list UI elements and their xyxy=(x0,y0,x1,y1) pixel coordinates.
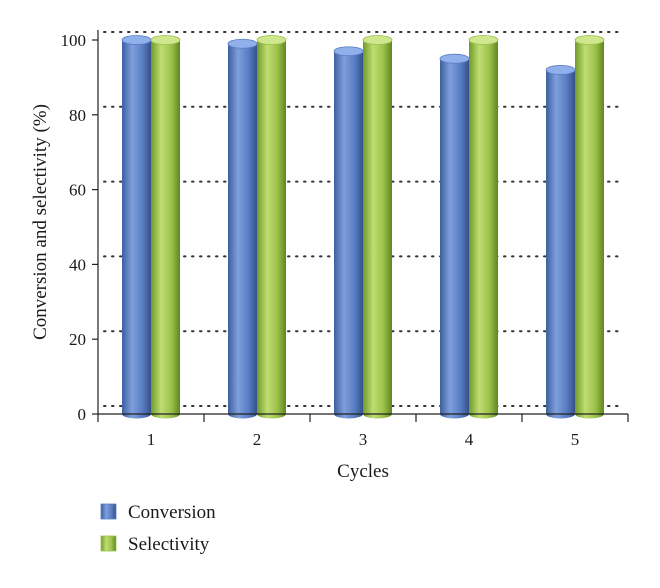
y-tick-label: 20 xyxy=(69,330,86,349)
bar-cap xyxy=(333,46,364,57)
bar-body xyxy=(440,58,469,419)
bar-cap xyxy=(574,35,605,45)
y-tick-label: 60 xyxy=(69,181,86,200)
bar-selectivity-1 xyxy=(150,35,181,419)
bar-body xyxy=(257,40,286,419)
bar-selectivity-2 xyxy=(256,35,287,419)
bar-cap xyxy=(121,35,152,45)
bar-cap xyxy=(227,38,258,49)
x-tick-label: 5 xyxy=(571,430,580,449)
bar-cap xyxy=(439,53,470,64)
axes xyxy=(97,30,628,415)
bar-selectivity-4 xyxy=(468,35,499,419)
bars xyxy=(121,35,605,419)
bar-cap xyxy=(468,35,499,45)
x-axis-title: Cycles xyxy=(337,461,389,482)
bar-body xyxy=(334,51,363,419)
legend-swatch xyxy=(100,535,117,552)
bar-body xyxy=(363,40,392,419)
bar-cap xyxy=(545,65,576,75)
x-tick-label: 3 xyxy=(359,430,368,449)
bar-conversion-3 xyxy=(333,46,364,419)
legend-label: Conversion xyxy=(128,502,216,523)
y-axis-title: Conversion and selectivity (%) xyxy=(30,104,51,340)
y-tick-label: 80 xyxy=(69,106,86,125)
legend-item-conversion: Conversion xyxy=(100,502,216,523)
bar-body xyxy=(469,40,498,419)
bar-cap xyxy=(150,35,181,45)
bar-conversion-4 xyxy=(439,53,470,419)
bar-body xyxy=(546,69,575,419)
y-tick-label: 100 xyxy=(61,31,87,50)
y-ticks: 0 20 40 60 80 100 xyxy=(61,31,98,424)
x-tick-label: 1 xyxy=(147,430,156,449)
bar-body xyxy=(151,40,180,419)
bar-conversion-5 xyxy=(545,65,576,419)
y-tick-label: 40 xyxy=(69,255,86,274)
bar-body xyxy=(228,43,257,419)
legend-label: Selectivity xyxy=(128,534,210,555)
legend: Conversion Selectivity xyxy=(100,502,216,555)
bar-body xyxy=(122,40,151,419)
bar-body xyxy=(575,40,604,419)
legend-swatch xyxy=(100,503,117,520)
bar-conversion-1 xyxy=(121,35,152,419)
gridlines xyxy=(103,31,623,407)
bar-cap xyxy=(256,35,287,45)
x-ticks: 1 2 3 4 5 xyxy=(97,414,629,449)
legend-item-selectivity: Selectivity xyxy=(100,534,210,555)
x-tick-label: 2 xyxy=(253,430,262,449)
bar-cap xyxy=(362,35,393,45)
y-tick-label: 0 xyxy=(78,405,87,424)
bar-selectivity-3 xyxy=(362,35,393,419)
x-tick-label: 4 xyxy=(465,430,474,449)
bar-conversion-2 xyxy=(227,38,258,419)
bar-selectivity-5 xyxy=(574,35,605,419)
